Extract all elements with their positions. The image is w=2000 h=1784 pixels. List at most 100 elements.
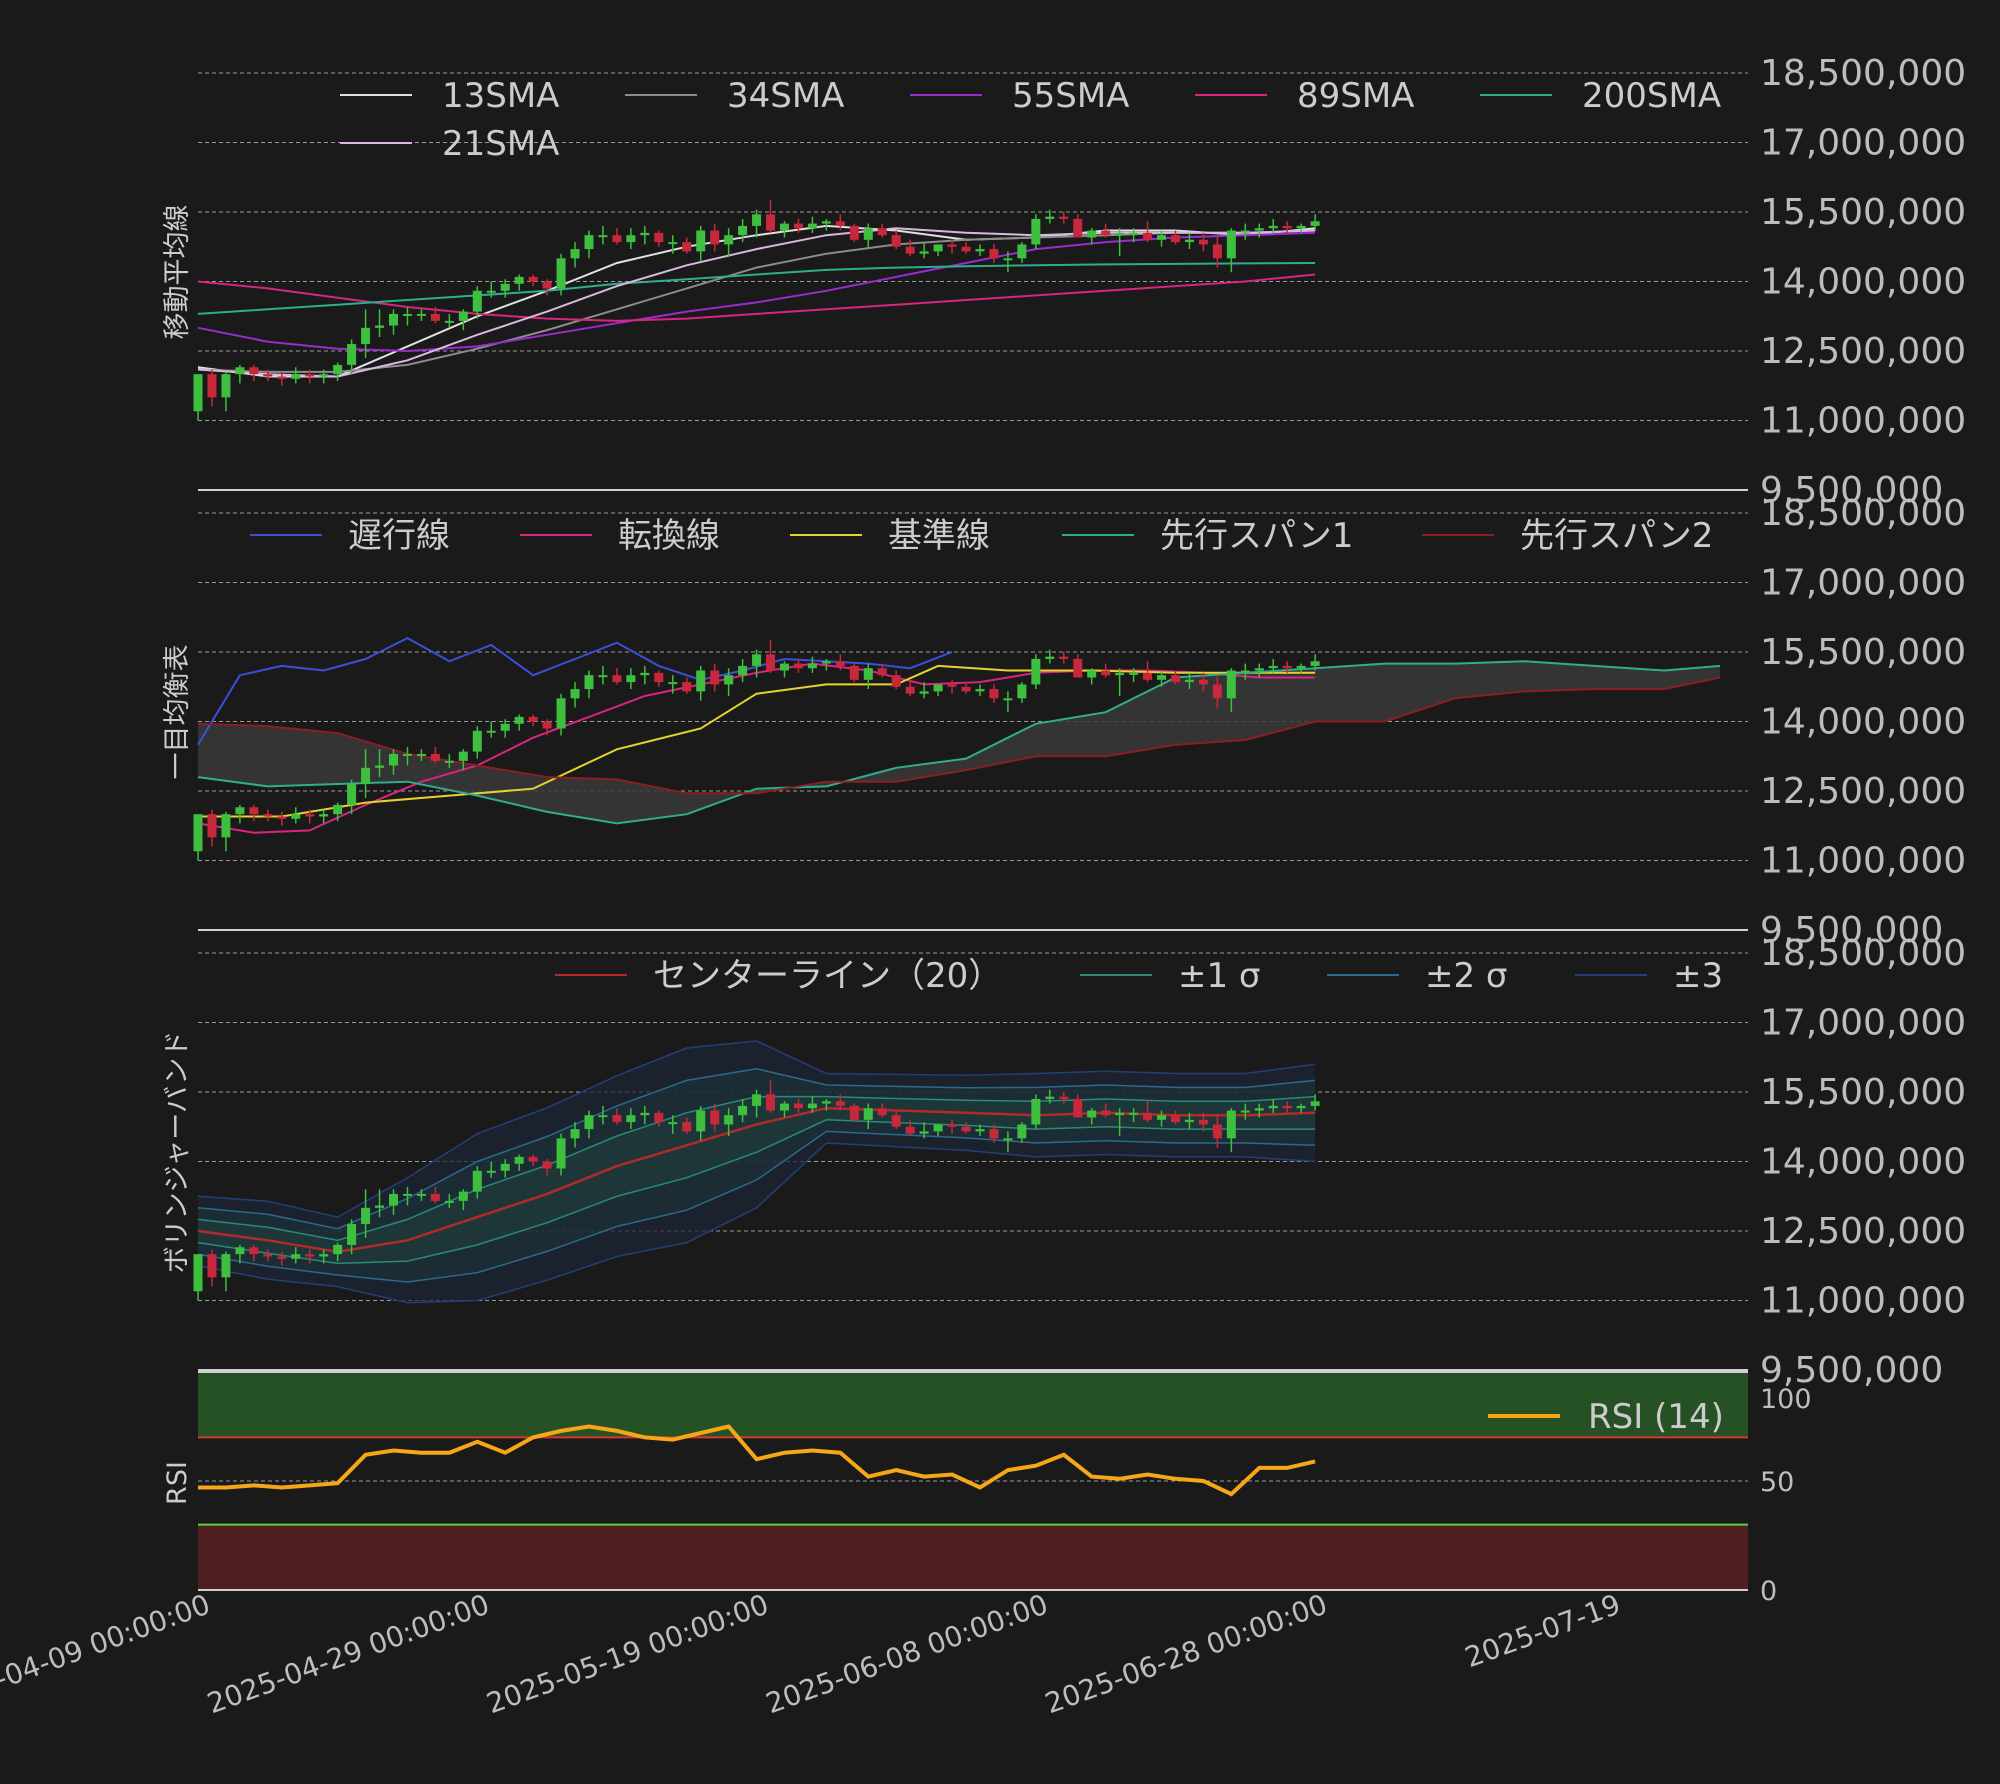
- candle-body: [1157, 675, 1167, 680]
- candle: [319, 369, 329, 384]
- y-tick-label: 14,000,000: [1760, 262, 1966, 303]
- candle-body: [1073, 218, 1083, 238]
- candle-body: [542, 721, 552, 729]
- candle-body: [542, 1161, 552, 1169]
- y-tick-label: 15,500,000: [1760, 1072, 1966, 1113]
- candle: [821, 658, 831, 671]
- legend-item: ±2 σ: [1327, 956, 1507, 996]
- candle: [947, 1119, 957, 1134]
- candle-body: [263, 374, 273, 377]
- legend-item: RSI (14): [1488, 1397, 1724, 1437]
- bollinger-lower-1: [197, 1119, 1316, 1265]
- candle: [1296, 223, 1306, 233]
- candle: [766, 200, 776, 233]
- candle-body: [877, 1108, 887, 1116]
- candle-body: [835, 661, 845, 666]
- candle-body: [305, 374, 315, 377]
- candle: [779, 221, 789, 238]
- candle: [975, 684, 985, 697]
- candle: [877, 223, 887, 238]
- candle: [1310, 654, 1320, 671]
- candle: [766, 640, 776, 673]
- candle-body: [305, 814, 315, 817]
- candle: [542, 279, 552, 296]
- candle-body: [724, 675, 734, 685]
- candle: [1268, 218, 1278, 233]
- candle-body: [668, 242, 678, 245]
- candle-body: [556, 698, 566, 729]
- candle: [1087, 668, 1097, 685]
- rsi-oversold-zone: [198, 1524, 1748, 1590]
- candle: [277, 1251, 287, 1266]
- candle-body: [500, 1163, 510, 1171]
- candle-body: [1017, 1124, 1027, 1139]
- candle: [835, 1094, 845, 1111]
- bollinger-lower-2: [197, 1130, 1316, 1283]
- panel-2-candles: [193, 640, 1320, 861]
- candle: [710, 223, 720, 252]
- candle: [682, 1117, 692, 1134]
- legend-item: 基準線: [790, 516, 990, 556]
- legend-label: 13SMA: [442, 76, 559, 116]
- candle: [1254, 1103, 1264, 1118]
- candle: [319, 809, 329, 824]
- candle: [807, 216, 817, 233]
- legend-label: 55SMA: [1012, 76, 1129, 116]
- candle: [738, 1098, 748, 1123]
- candle-body: [1045, 216, 1055, 219]
- candle: [221, 371, 231, 412]
- candle: [1059, 652, 1069, 664]
- candle: [1129, 228, 1139, 243]
- candle-body: [430, 753, 440, 761]
- candle-body: [1296, 225, 1306, 229]
- candle: [347, 779, 357, 815]
- candle: [835, 214, 845, 231]
- candle: [249, 1244, 259, 1262]
- candle-body: [263, 814, 273, 817]
- candle-body: [388, 1193, 398, 1206]
- panel-4-legend: RSI (14): [1488, 1397, 1724, 1437]
- candle: [933, 684, 943, 697]
- candle-body: [249, 1247, 259, 1255]
- candle-body: [486, 290, 496, 293]
- candle: [905, 239, 915, 257]
- candle: [207, 809, 217, 847]
- candle-body: [402, 1193, 412, 1196]
- candle-body: [291, 814, 301, 819]
- candle-body: [1296, 665, 1306, 669]
- candle-body: [1143, 1112, 1153, 1120]
- candle-body: [682, 682, 692, 692]
- candle-body: [528, 1156, 538, 1162]
- candle-body: [1282, 1105, 1292, 1109]
- panel-3-ylabel: ボリンジャーバンド: [162, 1031, 193, 1274]
- candle-body: [375, 1205, 385, 1208]
- sma-line-55SMA: [197, 231, 1316, 353]
- candle: [486, 721, 496, 738]
- candle: [388, 749, 398, 775]
- candle: [1198, 232, 1208, 252]
- candle: [752, 209, 762, 238]
- candle-body: [458, 1191, 468, 1201]
- candle-body: [1157, 1115, 1167, 1120]
- candle: [640, 225, 650, 245]
- panel-3-grid: [198, 952, 1748, 1371]
- candle: [193, 374, 203, 421]
- candle-body: [1101, 1110, 1111, 1116]
- candle: [221, 1251, 231, 1292]
- candle: [738, 658, 748, 683]
- candle: [668, 675, 678, 694]
- candle-body: [1045, 656, 1055, 659]
- candle: [1003, 1131, 1013, 1153]
- candle: [710, 1103, 720, 1132]
- legend-item: 55SMA: [910, 76, 1129, 116]
- candle: [458, 1189, 468, 1211]
- candle-body: [416, 313, 426, 316]
- candle: [821, 218, 831, 231]
- candle-body: [779, 1103, 789, 1111]
- candle: [500, 279, 510, 298]
- candle-body: [556, 258, 566, 289]
- candle-body: [1129, 232, 1139, 235]
- candle-body: [207, 374, 217, 398]
